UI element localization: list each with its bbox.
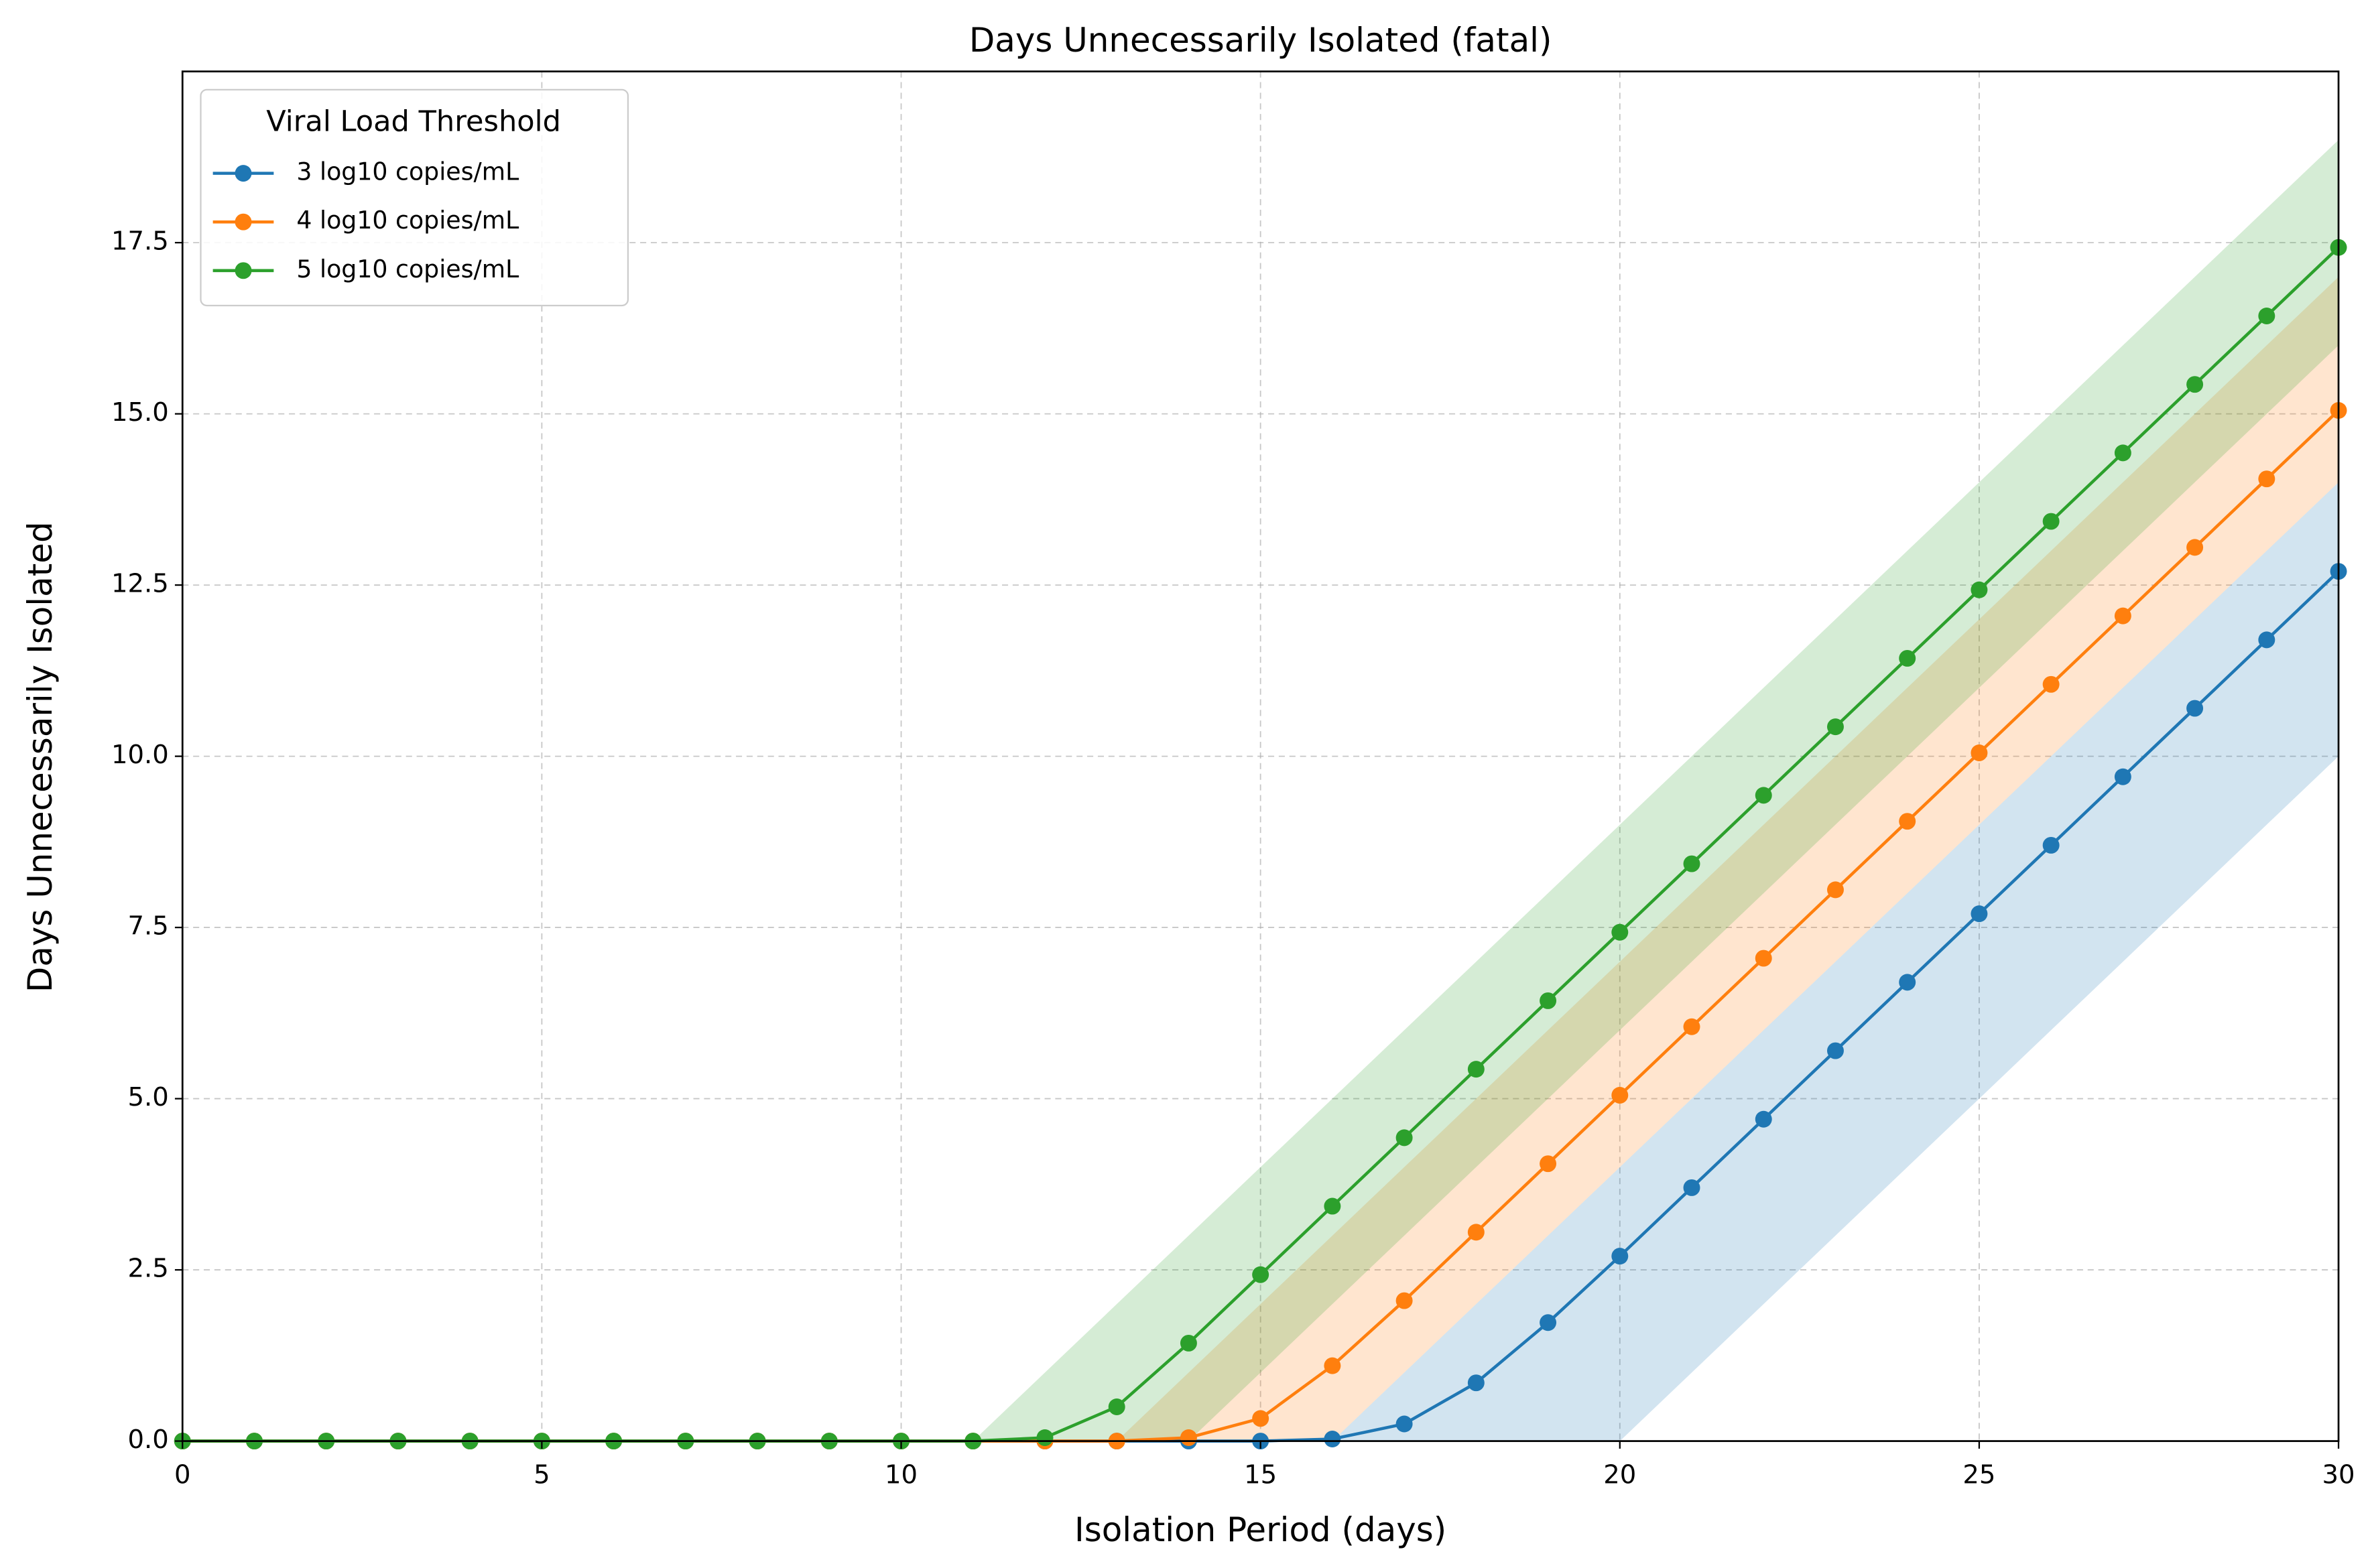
data-point — [1755, 1110, 1772, 1128]
data-point — [1467, 1224, 1485, 1241]
data-point — [1683, 855, 1700, 872]
data-point — [2042, 836, 2060, 854]
data-point — [1395, 1415, 1413, 1433]
axes: 0 5 10 15 20 25 30 0.0 2.5 5.0 7.5 10.0 12.5 15.0 17.5 — [111, 226, 2355, 1490]
data-point — [1324, 1431, 1341, 1447]
data-point — [1826, 1042, 1844, 1059]
data-point — [1467, 1061, 1485, 1078]
data-point — [1899, 813, 1916, 830]
y-axis-label: Days Unnecessarily Isolated — [21, 521, 60, 992]
data-point — [2258, 307, 2275, 324]
data-point — [2114, 768, 2131, 785]
y-tick-label: 10.0 — [111, 740, 169, 770]
legend-marker — [235, 262, 252, 279]
y-tick-label: 2.5 — [128, 1254, 169, 1284]
data-point — [2258, 470, 2275, 488]
legend-label: 3 log10 copies/mL — [296, 157, 519, 186]
x-tick-label: 5 — [534, 1459, 550, 1490]
confidence-band — [182, 482, 2339, 1441]
x-tick-label: 25 — [1962, 1459, 1995, 1490]
data-point — [2042, 513, 2060, 530]
x-axis-label: Isolation Period (days) — [1074, 1510, 1446, 1549]
legend-label: 5 log10 copies/mL — [296, 255, 519, 283]
data-point — [1971, 581, 1988, 598]
y-tick-label: 7.5 — [128, 911, 169, 941]
data-point — [1540, 992, 1557, 1009]
legend: Viral Load Threshold 3 log10 copies/mL 4 l… — [200, 88, 629, 307]
data-point — [1611, 923, 1629, 941]
data-point — [1540, 1314, 1557, 1331]
data-point — [1971, 905, 1988, 923]
confidence-band — [182, 139, 2339, 1441]
y-tick-label: 15.0 — [111, 397, 169, 428]
data-point — [1036, 1429, 1054, 1446]
data-point — [1899, 974, 1916, 991]
data-point — [1252, 1266, 1269, 1283]
x-tick-label: 15 — [1244, 1459, 1277, 1490]
data-point — [1826, 718, 1844, 736]
confidence-band — [182, 277, 2339, 1441]
x-tick-label: 20 — [1603, 1459, 1636, 1490]
data-point — [1252, 1410, 1269, 1427]
data-point — [1395, 1292, 1413, 1309]
chart-title: Days Unnecessarily Isolated (fatal) — [969, 21, 1552, 60]
y-tick-label: 17.5 — [111, 226, 169, 257]
legend-label: 4 log10 copies/mL — [296, 206, 519, 235]
data-point — [1395, 1129, 1413, 1147]
data-point — [1971, 744, 1988, 761]
data-point — [1324, 1357, 1341, 1374]
legend-marker — [235, 165, 252, 182]
data-point — [1899, 649, 1916, 667]
data-point — [1755, 950, 1772, 967]
data-point — [2114, 607, 2131, 625]
y-tick-label: 5.0 — [128, 1082, 169, 1112]
y-tick-label: 12.5 — [111, 569, 169, 599]
data-point — [1324, 1197, 1341, 1215]
x-tick-label: 30 — [2322, 1459, 2355, 1490]
data-point — [1611, 1248, 1629, 1265]
legend-title: Viral Load Threshold — [266, 105, 561, 138]
data-point — [2186, 700, 2204, 717]
y-tick-label: 0.0 — [128, 1425, 169, 1455]
data-point — [1180, 1334, 1197, 1352]
x-tick-label: 10 — [885, 1459, 918, 1490]
data-point — [2186, 539, 2204, 556]
data-point — [1180, 1429, 1197, 1446]
data-point — [1755, 787, 1772, 804]
data-point — [1108, 1398, 1125, 1415]
legend-marker — [235, 213, 252, 231]
data-point — [2258, 631, 2275, 649]
data-point — [2042, 675, 2060, 693]
data-point — [1611, 1087, 1629, 1104]
plot-area — [174, 139, 2347, 1450]
data-point — [1683, 1179, 1700, 1196]
data-point — [1540, 1155, 1557, 1173]
data-point — [1467, 1374, 1485, 1392]
x-tick-label: 0 — [174, 1459, 191, 1490]
data-point — [2186, 376, 2204, 393]
data-point — [2114, 444, 2131, 462]
data-point — [1826, 881, 1844, 899]
data-point — [1683, 1018, 1700, 1035]
legend-box — [200, 88, 629, 307]
